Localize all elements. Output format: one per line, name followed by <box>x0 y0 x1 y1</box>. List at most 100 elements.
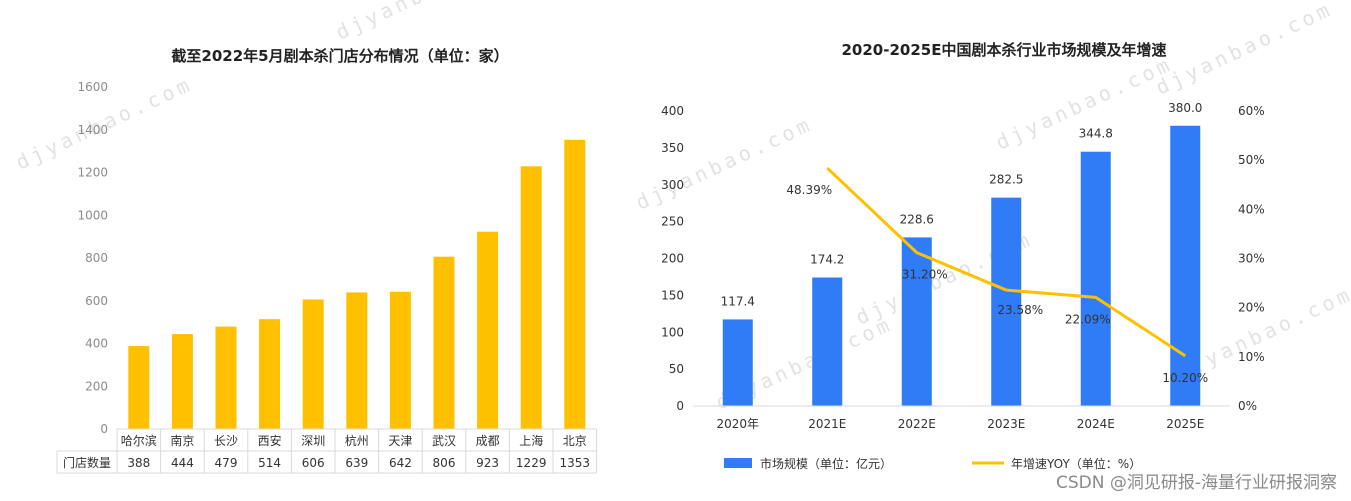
right-y-left-tick-label: 350 <box>661 141 684 155</box>
right-line-value-label: 48.39% <box>786 183 832 197</box>
right-y-left-tick-label: 200 <box>661 252 684 266</box>
right-bar <box>1170 125 1201 406</box>
left-y-tick-label: 0 <box>100 422 108 436</box>
left-category-label: 杭州 <box>345 433 369 448</box>
left-y-tick-label: 400 <box>85 337 108 351</box>
left-value-cell: 514 <box>258 456 281 470</box>
right-x-tick-label: 2025E <box>1166 417 1204 431</box>
right-x-axis: 2020年 2021E 2022E 2023E 2024E 2025E <box>693 405 1230 431</box>
left-bar <box>433 256 455 429</box>
right-chart-title: 2020-2025E中国剧本杀行业市场规模及年增速 <box>842 41 1167 59</box>
watermark-text: djyanbao.com <box>632 111 817 214</box>
left-bar <box>128 346 150 429</box>
right-y-left-tick-label: 50 <box>669 362 684 376</box>
right-bar <box>722 319 753 406</box>
right-bar <box>991 197 1022 406</box>
left-chart-store-distribution: 截至2022年5月剧本杀门店分布情况（单位：家） 0 200 400 600 800 10… <box>56 47 598 474</box>
left-bar <box>477 231 499 429</box>
left-value-cell: 606 <box>302 456 325 470</box>
left-category-label: 哈尔滨 <box>121 433 157 448</box>
right-x-tick-label: 2023E <box>987 417 1025 431</box>
right-y-right-tick-label: 10% <box>1238 350 1265 364</box>
left-bar <box>520 166 542 429</box>
left-value-cell: 806 <box>433 456 456 470</box>
right-line-value-label: 10.20% <box>1162 371 1208 385</box>
right-bar <box>1080 151 1111 406</box>
left-bar <box>215 326 237 429</box>
left-y-tick-label: 1400 <box>77 123 108 137</box>
left-y-tick-label: 600 <box>85 294 108 308</box>
legend-bar-swatch <box>724 458 752 468</box>
left-value-cell: 388 <box>127 456 150 470</box>
credit-text: CSDN @洞见研报-海量行业研报洞察 <box>1055 473 1337 493</box>
right-growth-line-path <box>826 166 1187 358</box>
left-table-row-label: 门店数量 <box>63 455 111 470</box>
left-value-cell: 1353 <box>560 456 591 470</box>
left-bar <box>259 319 281 429</box>
right-legend: 市场规模（单位：亿元） 年增速YOY（单位：%） <box>724 456 1141 471</box>
left-y-tick-label: 800 <box>85 251 108 265</box>
right-y-axis-right: 0% 10% 20% 30% 40% 50% 60% <box>1238 104 1265 413</box>
right-bar-value-label: 344.8 <box>1079 127 1113 141</box>
right-y-left-tick-label: 100 <box>661 325 684 339</box>
left-category-label: 深圳 <box>301 434 325 448</box>
left-y-tick-label: 1600 <box>77 80 108 94</box>
right-y-right-tick-label: 50% <box>1238 153 1265 167</box>
right-chart-market-size: 2020-2025E中国剧本杀行业市场规模及年增速 0 50 100 150 200 25… <box>661 41 1265 471</box>
left-y-tick-label: 1200 <box>77 166 108 180</box>
left-value-cell: 1229 <box>516 456 547 470</box>
left-category-label: 武汉 <box>432 434 456 448</box>
right-x-tick-label: 2021E <box>808 417 846 431</box>
left-category-label: 南京 <box>170 433 194 448</box>
right-bar-value-label: 380.0 <box>1168 101 1202 115</box>
right-y-left-tick-label: 300 <box>661 178 684 192</box>
left-category-label: 北京 <box>563 434 587 448</box>
left-category-label: 长沙 <box>214 434 238 448</box>
right-y-right-tick-label: 0% <box>1238 399 1257 413</box>
legend-line-label: 年增速YOY（单位：%） <box>1011 456 1141 471</box>
left-y-axis: 0 200 400 600 800 1000 1200 1400 1600 <box>77 80 108 436</box>
left-category-label: 成都 <box>476 434 500 448</box>
right-x-tick-label: 2022E <box>898 417 936 431</box>
right-bar <box>901 237 932 406</box>
left-category-label: 上海 <box>519 433 543 448</box>
left-bar <box>564 139 586 429</box>
right-bars: 117.4 174.2 228.6 282.5 344.8 380.0 <box>721 101 1202 406</box>
right-x-tick-label: 2020年 <box>716 417 759 431</box>
right-y-right-tick-label: 60% <box>1238 104 1265 118</box>
right-line-value-label: 23.58% <box>997 303 1043 317</box>
right-y-axis-left: 0 50 100 150 200 250 300 350 400 <box>661 104 684 413</box>
right-y-left-tick-label: 250 <box>661 215 684 229</box>
right-y-right-tick-label: 20% <box>1238 301 1265 315</box>
left-bar <box>389 291 411 429</box>
left-bar <box>346 292 368 429</box>
right-y-left-tick-label: 400 <box>661 104 684 118</box>
right-bar-value-label: 282.5 <box>989 173 1023 187</box>
right-y-right-tick-label: 30% <box>1238 252 1265 266</box>
right-bar <box>812 277 843 406</box>
right-x-tick-label: 2024E <box>1077 417 1115 431</box>
left-y-tick-label: 200 <box>85 379 108 393</box>
left-category-label: 西安 <box>258 433 282 448</box>
left-bars <box>128 139 586 429</box>
right-y-left-tick-label: 0 <box>676 399 684 413</box>
left-value-cell: 639 <box>345 456 368 470</box>
left-bar <box>171 334 193 429</box>
right-bar-value-label: 117.4 <box>721 294 755 308</box>
right-y-right-tick-label: 40% <box>1238 202 1265 216</box>
right-bar-value-label: 174.2 <box>810 253 844 267</box>
legend-bar-label: 市场规模（单位：亿元） <box>760 456 892 471</box>
left-chart-title: 截至2022年5月剧本杀门店分布情况（单位：家） <box>171 47 508 65</box>
left-category-label: 天津 <box>388 434 412 448</box>
right-growth-line: 48.39% 31.20% 23.58% 22.09% 10.20% <box>786 166 1208 385</box>
right-line-value-label: 31.20% <box>902 268 948 282</box>
right-y-left-tick-label: 150 <box>661 288 684 302</box>
left-value-cell: 444 <box>171 456 194 470</box>
left-bar <box>302 299 324 429</box>
right-line-value-label: 22.09% <box>1065 312 1111 326</box>
right-bar-value-label: 228.6 <box>900 212 934 226</box>
left-value-cell: 479 <box>215 456 238 470</box>
watermark-text: djyanbao.com <box>1152 0 1337 100</box>
